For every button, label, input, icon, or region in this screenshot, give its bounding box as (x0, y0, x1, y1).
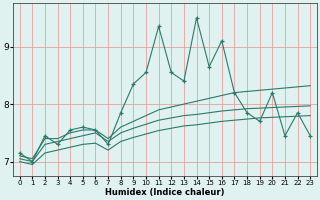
X-axis label: Humidex (Indice chaleur): Humidex (Indice chaleur) (105, 188, 225, 197)
